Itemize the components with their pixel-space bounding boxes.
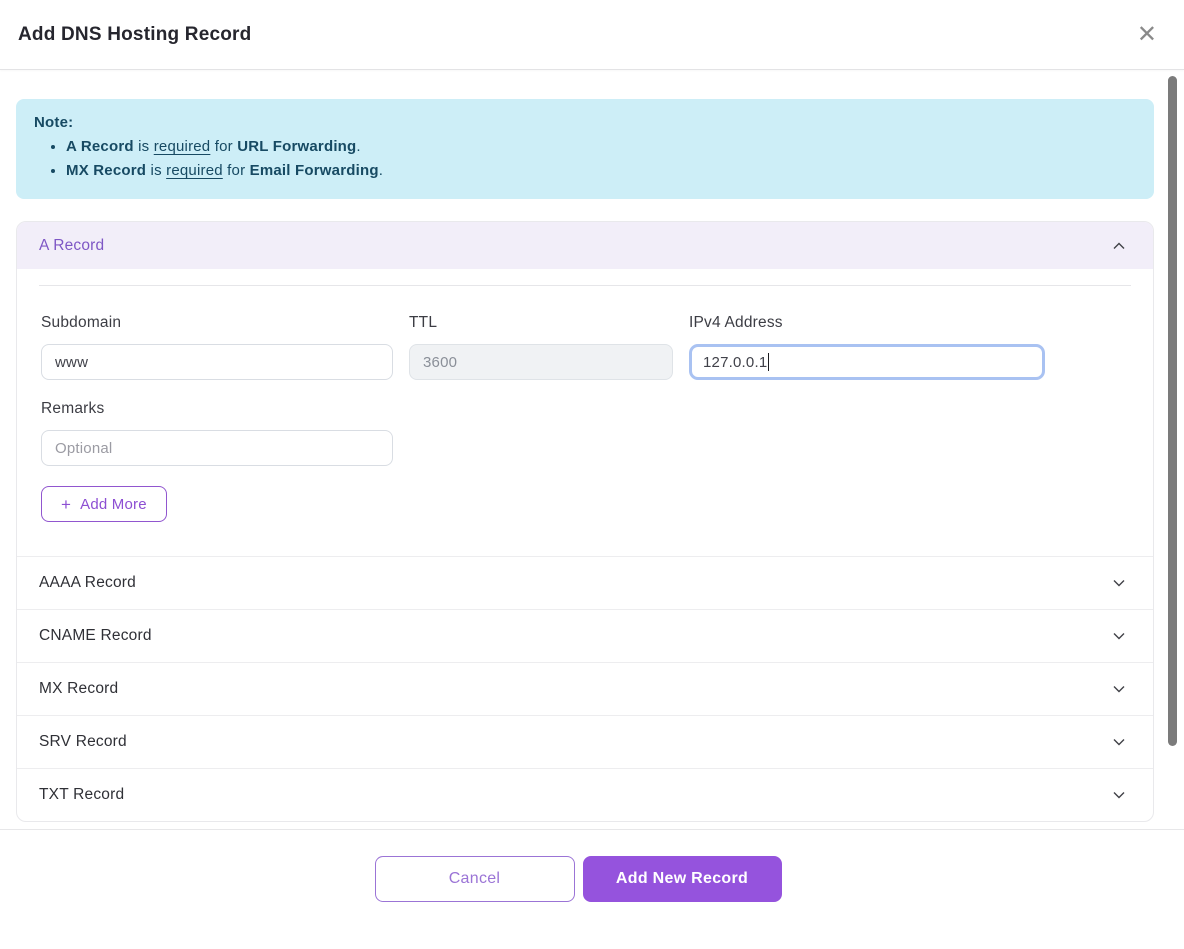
cancel-button[interactable]: Cancel [374,856,575,902]
text-cursor [768,353,770,371]
plus-icon: + [61,494,72,514]
accordion-header-aaaa-record[interactable]: AAAA Record [17,556,1153,609]
accordion-label: A Record [39,236,105,254]
chevron-down-icon [1111,734,1127,750]
chevron-up-icon [1111,238,1127,254]
close-icon[interactable]: ✕ [1136,20,1158,48]
subdomain-field-group: Subdomain [41,314,393,380]
modal-body: Note: A Record is required for URL Forwa… [0,70,1184,902]
add-new-record-button[interactable]: Add New Record [582,856,782,902]
subdomain-input[interactable] [41,344,393,380]
remarks-input[interactable] [41,430,393,466]
note-heading: Note: [34,114,74,131]
subdomain-label: Subdomain [41,314,122,331]
chevron-down-icon [1111,681,1127,697]
accordion-label: MX Record [39,680,119,697]
a-record-panel: Subdomain TTL IPv4 Address 127.0.0.1 [17,285,1153,556]
ipv4-input[interactable]: 127.0.0.1 [689,344,1045,380]
accordion-label: TXT Record [39,786,125,803]
accordion-label: AAAA Record [39,574,136,591]
note-item-mx-record: MX Record is required for Email Forwardi… [66,159,1136,183]
modal-header: Add DNS Hosting Record ✕ [0,0,1184,70]
accordion-header-cname-record[interactable]: CNAME Record [17,609,1153,662]
accordion-header-a-record[interactable]: A Record [17,222,1153,269]
accordion-label: SRV Record [39,733,127,750]
ipv4-value: 127.0.0.1 [703,353,768,371]
remarks-field-group: Remarks [41,400,393,466]
add-more-label: Add More [80,495,147,513]
note-item-a-record: A Record is required for URL Forwarding. [66,135,1136,159]
chevron-down-icon [1111,628,1127,644]
modal-title: Add DNS Hosting Record [18,23,252,45]
accordion-header-txt-record[interactable]: TXT Record [17,768,1153,821]
chevron-down-icon [1111,575,1127,591]
ttl-label: TTL [409,314,438,331]
dns-record-accordion: A Record Subdomain TTL IP [16,221,1154,822]
note-box: Note: A Record is required for URL Forwa… [16,99,1154,199]
accordion-header-srv-record[interactable]: SRV Record [17,715,1153,768]
footer-divider [0,829,1184,830]
ipv4-label: IPv4 Address [689,314,783,331]
modal-footer: Cancel Add New Record [16,830,1140,902]
ipv4-field-group: IPv4 Address 127.0.0.1 [689,314,1045,380]
a-record-form: Subdomain TTL IPv4 Address 127.0.0.1 [17,286,1153,556]
panel-divider [39,285,1131,286]
vertical-scrollbar[interactable] [1168,76,1177,746]
ttl-input [409,344,673,380]
remarks-label: Remarks [41,400,105,417]
add-more-button[interactable]: + Add More [41,486,167,522]
chevron-down-icon [1111,787,1127,803]
ttl-field-group: TTL [409,314,673,380]
accordion-header-mx-record[interactable]: MX Record [17,662,1153,715]
note-list: A Record is required for URL Forwarding.… [66,135,1136,183]
accordion-label: CNAME Record [39,627,152,644]
